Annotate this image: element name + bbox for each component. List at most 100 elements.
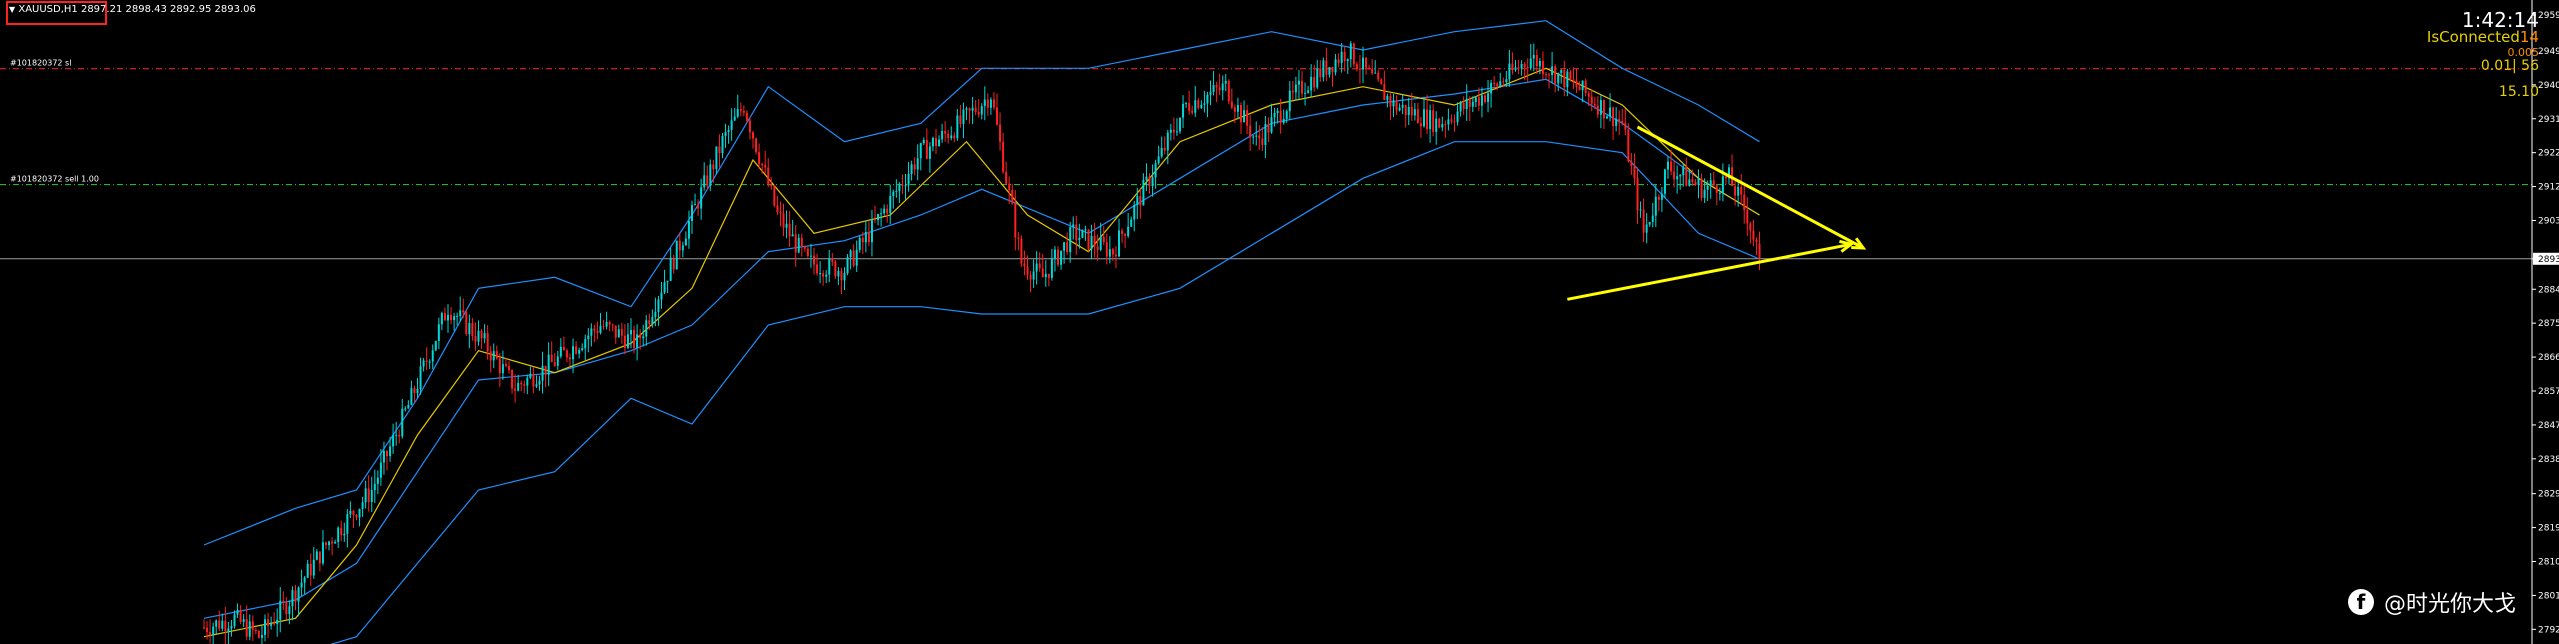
price-tick-label: 2884.75: [2538, 285, 2559, 295]
candle: [1487, 79, 1490, 113]
candle: [1450, 114, 1453, 125]
candle: [840, 267, 843, 295]
candle: [901, 174, 904, 194]
candle: [669, 248, 672, 281]
hud-status: IsConnected14: [2427, 28, 2539, 46]
candle-body: [1609, 107, 1612, 117]
candle: [321, 529, 324, 566]
candle-body: [1365, 57, 1368, 68]
candle: [492, 343, 495, 369]
candle: [944, 121, 947, 142]
candle-body: [1532, 54, 1535, 59]
candle-body: [492, 351, 495, 361]
candle: [447, 304, 449, 333]
candle-body: [318, 551, 321, 564]
candle-body: [1322, 60, 1325, 78]
candle-body: [614, 325, 617, 338]
symbol-highlight-box: [6, 1, 107, 25]
candle: [440, 311, 443, 331]
candle: [1377, 70, 1380, 82]
candle: [617, 324, 620, 338]
candle: [1432, 104, 1435, 137]
candle-body: [1557, 73, 1560, 84]
candle: [813, 247, 815, 275]
candle: [1517, 59, 1520, 74]
candle-body: [1249, 125, 1252, 138]
candle: [1688, 170, 1691, 187]
candle-body: [1118, 230, 1120, 257]
candle-body: [1203, 103, 1206, 105]
candle: [1514, 60, 1517, 72]
candle-body: [1215, 85, 1218, 88]
candle-body: [1304, 92, 1307, 94]
price-tick-label: 2838.50: [2538, 455, 2559, 465]
candle: [398, 429, 401, 444]
candle: [416, 378, 419, 398]
candle-body: [407, 404, 410, 409]
candle-body: [1545, 74, 1547, 76]
candle: [694, 193, 697, 206]
candle-body: [846, 257, 849, 274]
candle-body: [669, 257, 672, 281]
candle: [1038, 252, 1041, 272]
candle: [477, 320, 480, 346]
candle-body: [928, 146, 931, 159]
candle-body: [1017, 237, 1020, 239]
candle: [1721, 163, 1724, 202]
bollinger-upper: [203, 20, 1760, 546]
candle: [956, 108, 959, 141]
candle-body: [904, 185, 907, 187]
candle-body: [504, 364, 507, 367]
candle: [1276, 108, 1279, 124]
candle-body: [1316, 68, 1319, 88]
candle-body: [1587, 93, 1590, 97]
candle: [1233, 104, 1236, 124]
candle: [337, 526, 340, 548]
candle: [1508, 49, 1511, 87]
candle-body: [559, 346, 562, 357]
candle: [1651, 202, 1654, 228]
candle-body: [992, 99, 995, 108]
candle-body: [776, 205, 779, 212]
candle: [465, 309, 468, 337]
candle: [880, 208, 883, 227]
candle: [1413, 103, 1416, 121]
candle: [1246, 104, 1249, 135]
candle-body: [724, 131, 727, 136]
candle: [1557, 72, 1560, 92]
candle: [703, 162, 706, 191]
candle-body: [206, 627, 209, 633]
candle-body: [312, 559, 315, 576]
candle-body: [1636, 178, 1639, 211]
candle-body: [1371, 68, 1374, 74]
candle-body: [874, 219, 876, 221]
candle: [742, 105, 745, 117]
price-tick-label: 2940.50: [2538, 81, 2559, 91]
candle-body: [1276, 110, 1279, 113]
candle-body: [767, 167, 770, 185]
candle: [1551, 51, 1554, 84]
candle-body: [858, 237, 861, 250]
candle: [1102, 225, 1105, 246]
candle-body: [1575, 80, 1578, 87]
candle-body: [1618, 118, 1621, 121]
candle: [206, 621, 209, 640]
candle: [419, 357, 422, 395]
candle: [1200, 100, 1203, 109]
candle: [986, 93, 989, 116]
candle: [599, 313, 602, 335]
candle: [306, 559, 309, 579]
candle: [242, 614, 245, 628]
candle: [1657, 194, 1660, 212]
candle-body: [611, 324, 614, 326]
candle-body: [1325, 60, 1328, 75]
candle-body: [1297, 80, 1300, 85]
candle: [535, 375, 538, 388]
candle: [520, 380, 523, 392]
candle-body: [1172, 129, 1175, 133]
candle: [1212, 70, 1215, 96]
candle: [1416, 102, 1419, 124]
candle: [1477, 87, 1480, 111]
candle: [294, 584, 297, 611]
